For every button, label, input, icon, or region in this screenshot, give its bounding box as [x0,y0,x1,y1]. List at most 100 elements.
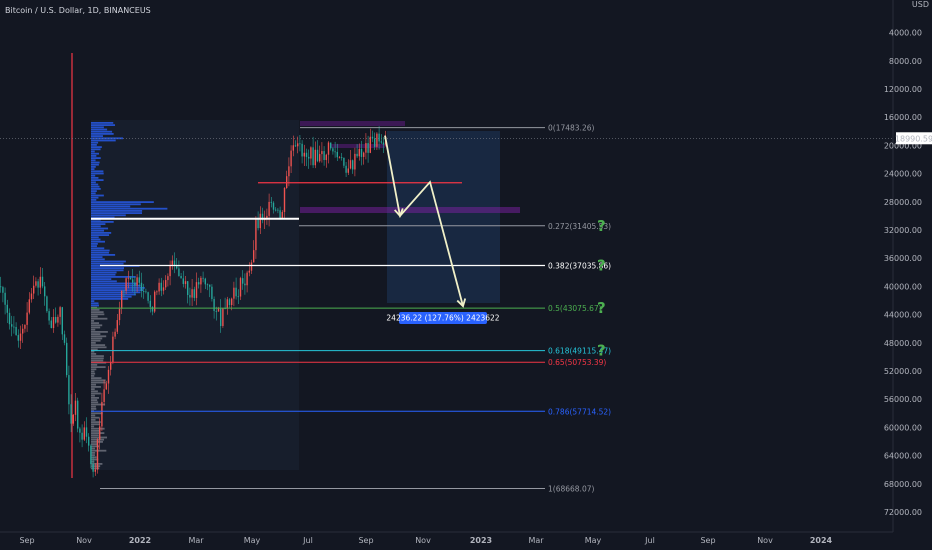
candle-body [74,400,77,415]
volume-profile-bar [91,383,97,386]
volume-profile-bar [91,284,141,287]
volume-profile-bar [91,243,98,245]
candle-body [105,383,107,390]
candle-body [33,285,35,294]
volume-profile-bar [91,359,104,362]
x-tick-label: Jul [302,536,313,545]
volume-profile-bar [91,146,102,148]
volume-profile-bar [91,397,99,399]
volume-profile-bar [91,194,104,197]
candle-body [277,209,279,211]
candle-body [22,328,24,334]
candle-body [334,151,336,153]
volume-profile-bar [91,267,125,269]
candle-body [96,439,99,470]
candle-body [244,283,246,286]
volume-profile-bar [91,456,97,459]
volume-profile-bar [91,419,96,421]
candle-body [101,401,103,427]
volume-profile-bar [91,414,96,417]
volume-profile-bar [91,130,113,133]
volume-profile-bar [91,161,100,164]
candle-body [123,290,125,292]
candle-body [204,278,206,285]
current-price-label: 18990.59 [895,134,932,143]
candle-body [222,308,224,326]
volume-profile-bar [91,155,97,157]
volume-profile-bar [300,121,405,126]
candle-body [195,282,198,298]
volume-profile-bar [91,172,104,175]
x-tick-label: Sep [19,536,34,545]
volume-profile-bar [91,399,98,401]
volume-profile-bar [91,210,143,212]
candle-body [118,308,121,321]
y-tick-label: 28000.00 [884,198,922,207]
candle-body [354,153,356,170]
candle-body [191,289,193,298]
candle-body [6,304,8,313]
candle-body [125,278,127,291]
candle-body [380,141,382,143]
volume-profile-bar [91,174,96,177]
candle-body [50,320,52,329]
volume-profile-bar [91,430,101,432]
candle-body [268,201,270,216]
volume-profile-bar [91,148,101,151]
candle-body [255,219,257,251]
candle-body [242,278,244,284]
candle-body [70,404,72,424]
candle-body [349,160,352,169]
volume-profile-bar [91,304,100,307]
volume-profile-bar [91,392,101,395]
candle-body [13,326,15,328]
candle-body [365,142,367,153]
volume-profile-bar [91,348,98,351]
volume-profile-bar [91,196,99,199]
volume-profile-bar [91,403,106,406]
volume-profile-bar [91,370,95,373]
fib-level-label: 0.618(49115.47) [548,347,611,356]
volume-profile-bar [91,234,110,236]
candle-body [162,287,165,291]
volume-profile-bar [91,388,95,390]
candle-body [281,212,283,219]
y-tick-label: 52000.00 [884,367,922,376]
candle-body [30,293,33,300]
candle-body [220,308,222,326]
candle-body [121,290,123,309]
fib-level-label: 0.382(37035.86) [548,262,611,271]
candle-body [239,278,242,297]
projection-arrow [384,135,464,307]
volume-profile-bar [91,309,100,311]
candle-body [270,201,272,203]
x-tick-label: 2023 [470,536,492,545]
current-price-tag [896,132,932,145]
volume-profile-bar [91,287,145,289]
question-mark: ? [597,299,606,317]
candle-body [248,270,250,273]
candle-body [290,150,292,167]
volume-profile-bar [91,181,96,184]
volume-profile-bar [91,353,97,355]
volume-profile-bar [91,276,136,278]
question-mark: ? [597,257,606,275]
candle-body [360,148,363,157]
x-tick-label: Mar [528,536,544,545]
volume-profile-bar [91,152,99,155]
volume-profile-bar [91,408,97,410]
volume-profile-bar [91,372,96,375]
volume-profile-bar [91,366,106,368]
candle-body [59,307,61,317]
fib-level-label: 0.786(57714.52) [548,407,611,416]
volume-profile-bar [91,256,103,258]
candle-body [180,275,182,279]
volume-profile-bar [91,159,96,162]
candle-body [310,147,312,159]
volume-profile-bar [91,240,106,243]
question-mark: ? [597,342,606,360]
y-tick-label: 24000.00 [884,170,922,179]
volume-profile-bar [91,262,124,265]
candle-body [48,311,50,321]
